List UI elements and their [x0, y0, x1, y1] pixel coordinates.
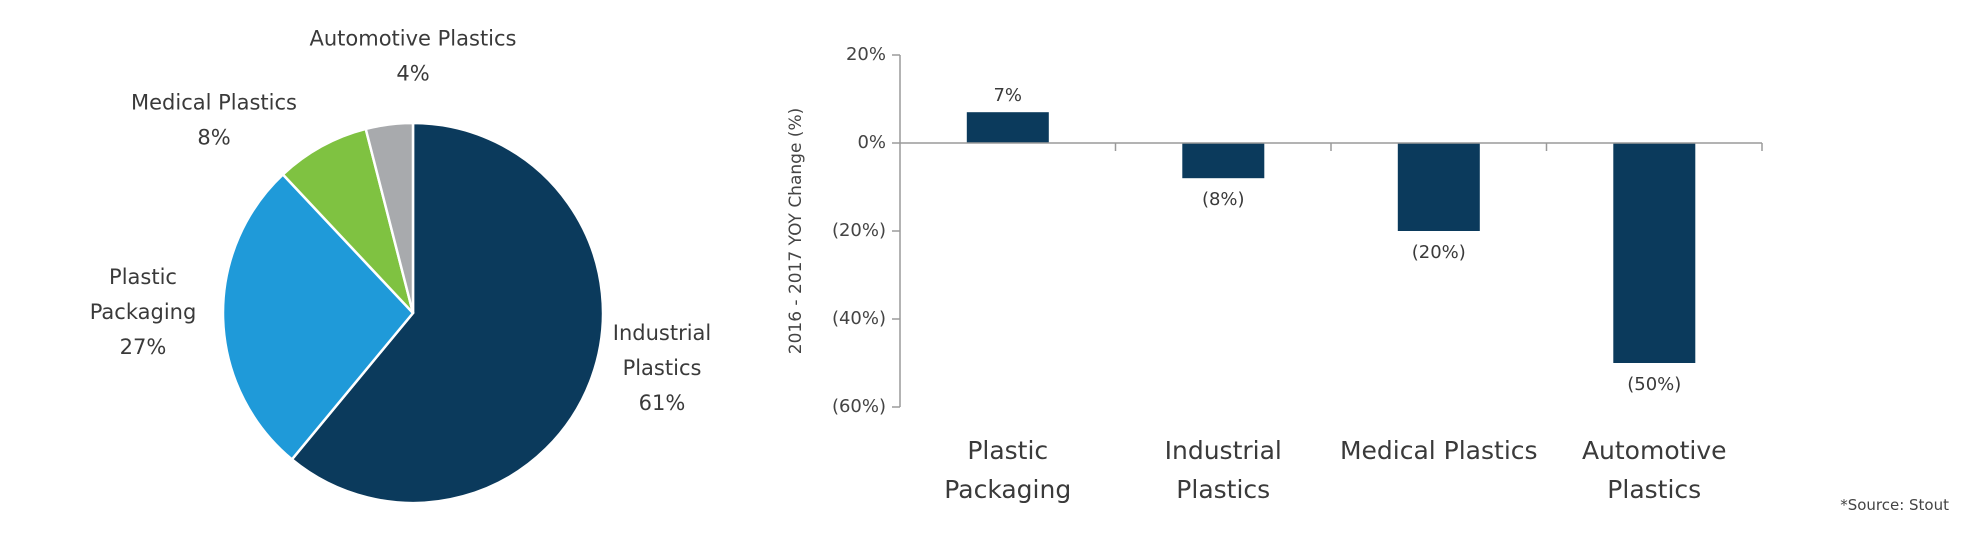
- y-tick-label: (40%): [832, 308, 886, 329]
- bar: [1397, 143, 1480, 231]
- pie-chart: Industrial Plastics 61% Plastic Packaging 27%…: [90, 27, 712, 505]
- bar-data-label: (8%): [1202, 189, 1245, 210]
- pie-slice: [364, 121, 415, 314]
- y-tick-label: 20%: [846, 44, 886, 65]
- x-category-label: Plastic Packaging: [944, 436, 1071, 504]
- pie-label-line: Packaging: [90, 300, 197, 324]
- pie-label-line: Industrial: [613, 321, 712, 345]
- x-category-label-line: Plastic: [967, 436, 1048, 465]
- x-category-label: Automotive Plastics: [1582, 436, 1727, 504]
- bar-data-label: (50%): [1627, 374, 1681, 395]
- y-tick-label: (20%): [832, 220, 886, 241]
- y-axis-title: 2016 - 2017 YOY Change (%): [786, 108, 806, 354]
- pie-label-line: Automotive Plastics: [309, 27, 516, 51]
- pie-value-label: 27%: [120, 335, 167, 359]
- pie-slice: [290, 121, 605, 505]
- pie-value-label: 61%: [639, 391, 686, 415]
- y-tick-label: (60%): [832, 396, 886, 417]
- bar-data-label: (20%): [1412, 242, 1466, 263]
- source-note: *Source: Stout: [1840, 496, 1949, 514]
- bar: [966, 112, 1049, 143]
- x-category-label-line: Plastics: [1607, 475, 1701, 504]
- pie-value-label: 4%: [396, 62, 429, 86]
- pie-slice: [281, 127, 415, 314]
- y-tick-label: 0%: [857, 132, 886, 153]
- pie-label-line: Plastics: [623, 356, 702, 380]
- pie-label-line: Plastic: [109, 265, 177, 289]
- x-category-label: Medical Plastics: [1340, 436, 1538, 465]
- pie-value-label: 8%: [197, 126, 230, 150]
- pie-slice-label: Medical Plastics 8%: [131, 91, 297, 150]
- bar: [1182, 143, 1265, 179]
- bar: [1613, 143, 1696, 363]
- x-category-label-line: Plastics: [1176, 475, 1270, 504]
- pie-slice-label: Industrial Plastics 61%: [613, 321, 712, 415]
- pie-slice-label: Plastic Packaging 27%: [90, 265, 197, 359]
- x-category-label-line: Medical Plastics: [1340, 436, 1538, 465]
- x-category-label-line: Packaging: [944, 475, 1071, 504]
- pie-label-line: Medical Plastics: [131, 91, 297, 115]
- x-category-label-line: Industrial: [1165, 436, 1282, 465]
- bar-data-label: 7%: [993, 85, 1022, 106]
- pie-slice: [221, 172, 415, 462]
- x-category-label: Industrial Plastics: [1165, 436, 1282, 504]
- x-category-label-line: Automotive: [1582, 436, 1727, 465]
- pie-slice-label: Automotive Plastics 4%: [309, 27, 516, 86]
